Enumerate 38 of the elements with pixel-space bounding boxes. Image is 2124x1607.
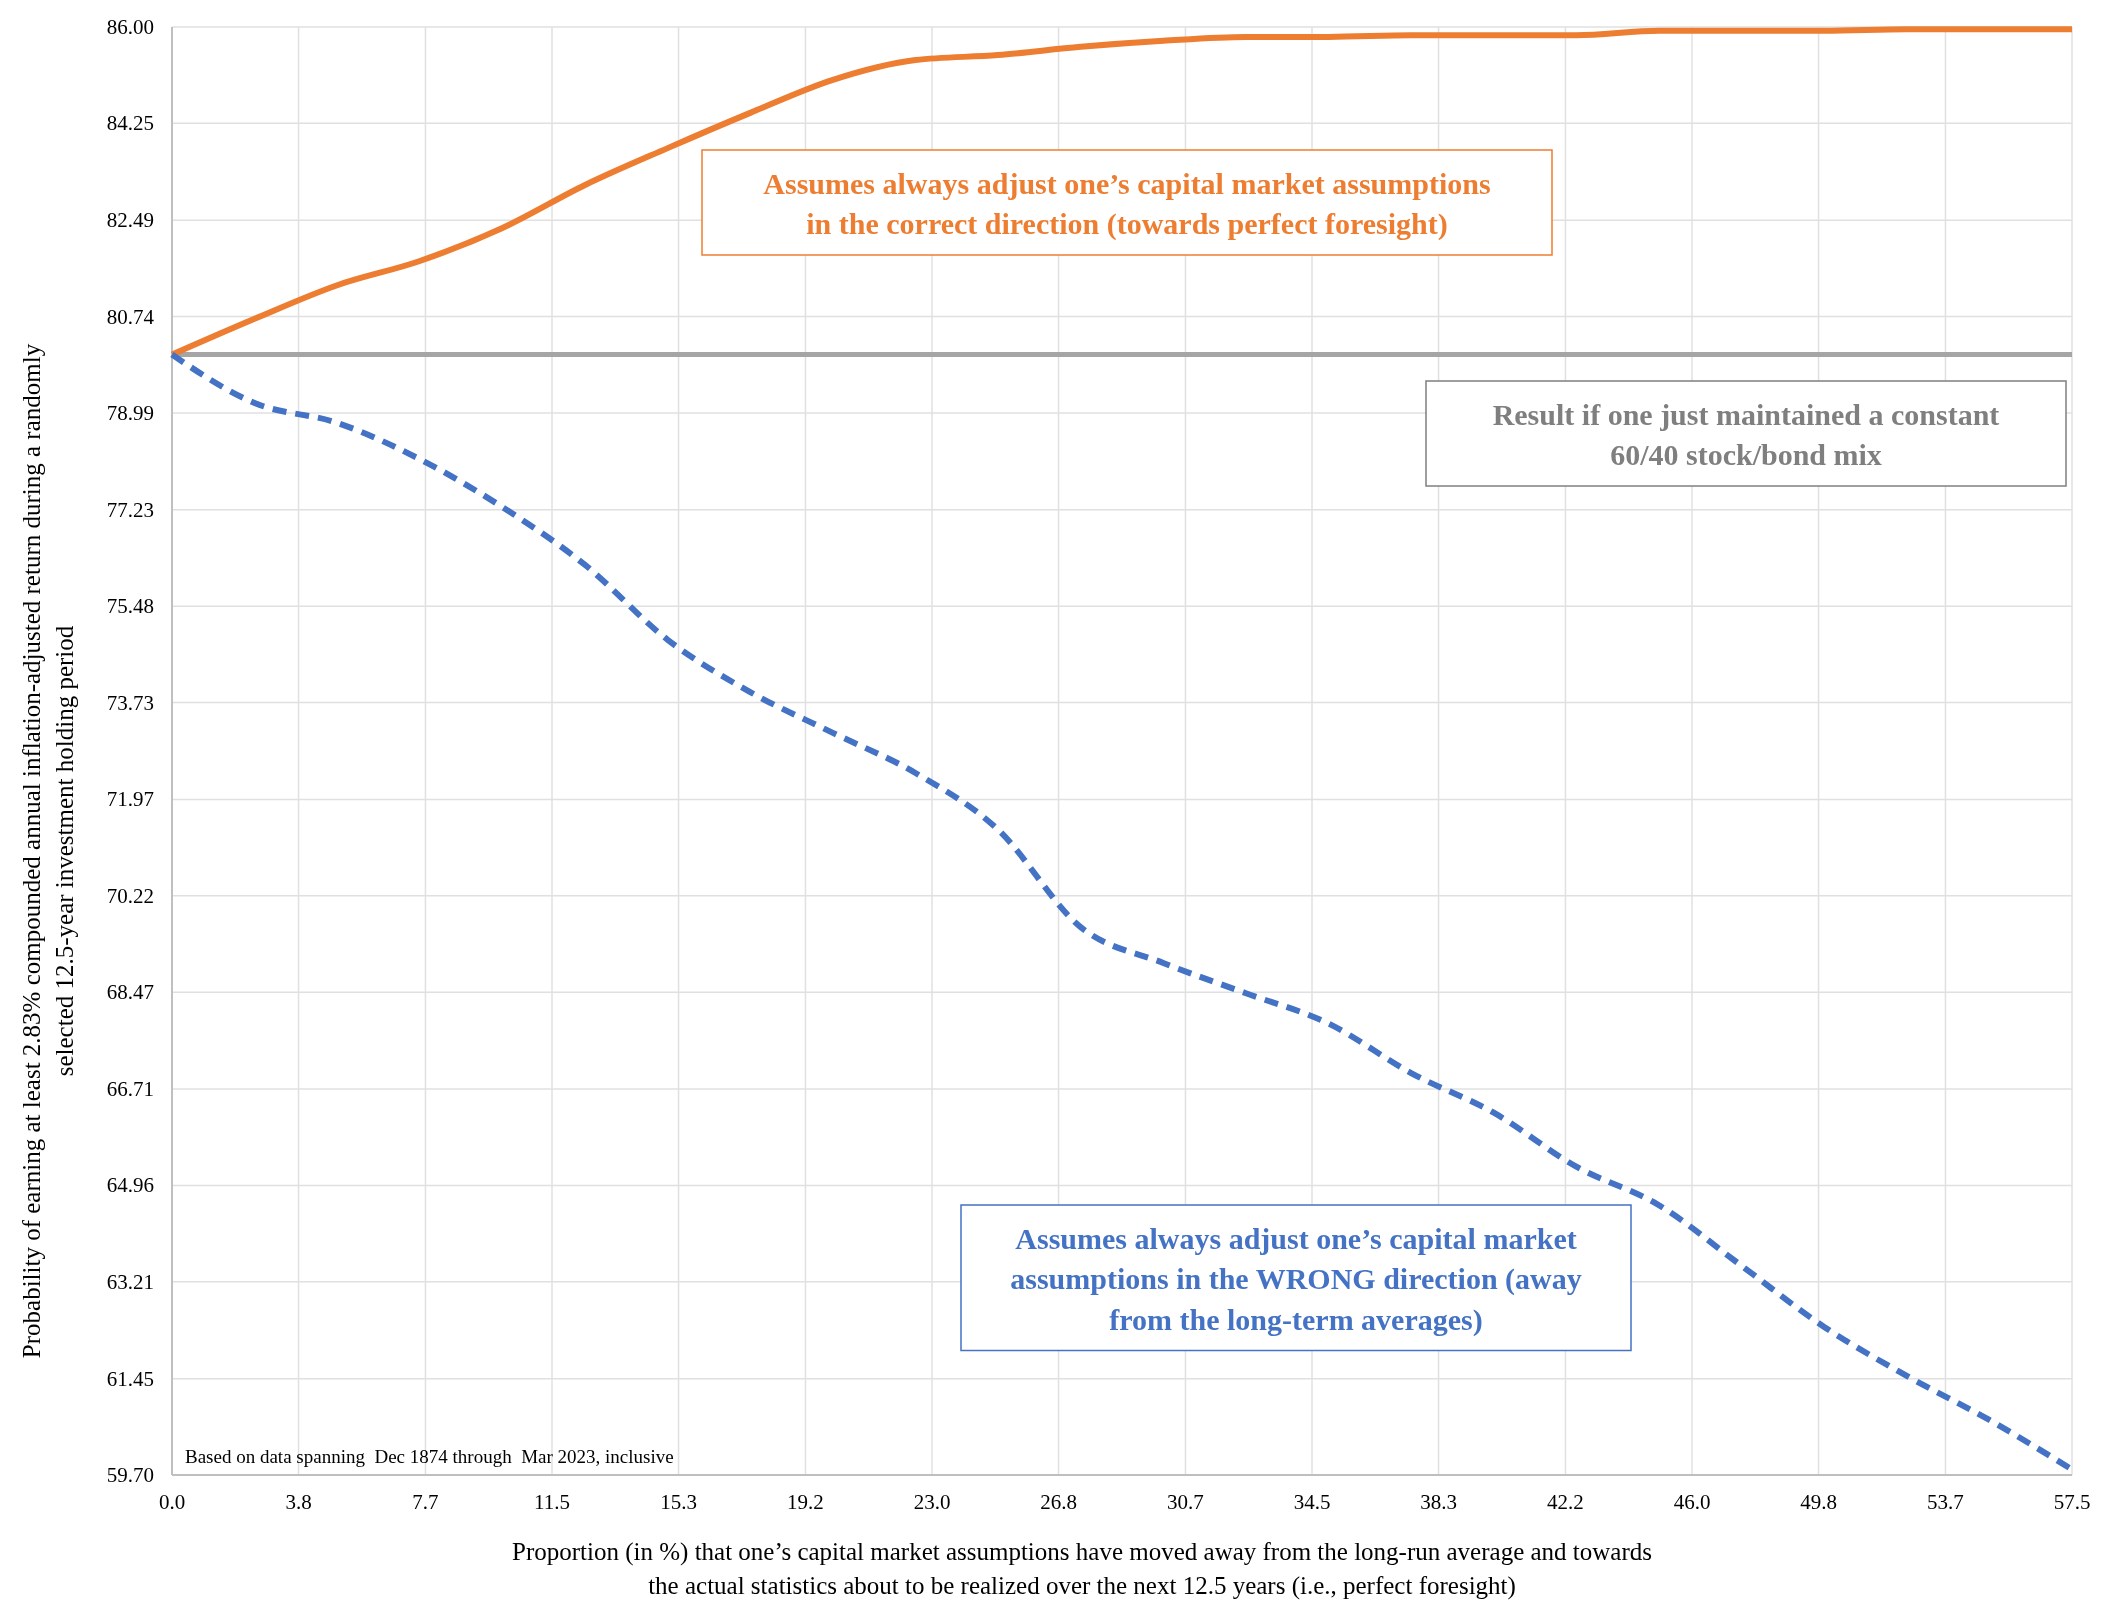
y-axis-title: Probability of earning at least 2.83% compounded annual inflation-adjusted return during a randomly selected 12.5-year investment holding period	[18, 343, 78, 1359]
x-tick-label: 46.0	[1673, 1490, 1711, 1514]
x-tick-label: 0.0	[158, 1490, 186, 1514]
ref-line-label: Result if one just maintained a constant 60/40 stock/bond mix	[1492, 397, 2000, 472]
y-tick-label: 61.45	[106, 1366, 154, 1391]
y-tick-label: 75.48	[106, 594, 154, 619]
y-tick-label: 77.23	[106, 497, 154, 522]
x-tick-label: 38.3	[1420, 1490, 1457, 1514]
y-tick-label: 66.71	[106, 1077, 154, 1102]
y-tick-label: 73.73	[106, 690, 154, 715]
y-tick-label: 68.47	[106, 980, 154, 1005]
annotation: Based on data spanning Dec 1874 through Mar 2023, inclusive	[185, 1446, 674, 1467]
x-tick-label: 49.8	[1800, 1490, 1837, 1514]
x-tick-label: 30.7	[1167, 1490, 1204, 1514]
x-tick-label: 53.7	[1927, 1490, 1964, 1514]
y-tick-label: 78.99	[106, 400, 154, 425]
y-tick-label: 80.74	[106, 304, 155, 329]
x-tick-label: 57.5	[2053, 1490, 2091, 1514]
x-tick-label: 34.5	[1293, 1490, 1331, 1514]
y-tick-label: 82.49	[106, 208, 154, 233]
y-tick-label: 71.97	[106, 787, 154, 812]
y-tick-label: 84.25	[106, 111, 154, 136]
x-tick-label: 19.2	[787, 1490, 824, 1514]
x-tick-label: 23.0	[913, 1490, 951, 1514]
y-tick-label: 63.21	[106, 1269, 154, 1294]
series-label: Assumes always adjust one’s capital market assumptions in the WRONG direction (away from the long-term averages)	[1010, 1221, 1582, 1337]
y-tick-label: 64.96	[106, 1173, 154, 1198]
y-tick-label: 70.22	[106, 883, 154, 908]
series-label: Assumes always adjust one’s capital market assumptions in the correct direction (towards perfect foresight)	[763, 166, 1491, 242]
x-tick-label: 42.2	[1547, 1490, 1584, 1514]
x-tick-label: 15.3	[660, 1490, 697, 1514]
x-tick-label: 7.7	[412, 1490, 439, 1514]
x-tick-label: 11.5	[534, 1490, 570, 1514]
y-tick-label: 86.00	[106, 15, 154, 39]
x-axis-title: Proportion (in %) that one’s capital market assumptions have moved away from the long-run average and towards the actual statistics about to be realized over the next 12.5 years (i.e., perfect foresight)	[512, 1538, 1652, 1600]
y-tick-label: 59.70	[106, 1463, 154, 1487]
x-tick-label: 3.8	[285, 1490, 312, 1514]
x-tick-label: 26.8	[1040, 1490, 1077, 1514]
